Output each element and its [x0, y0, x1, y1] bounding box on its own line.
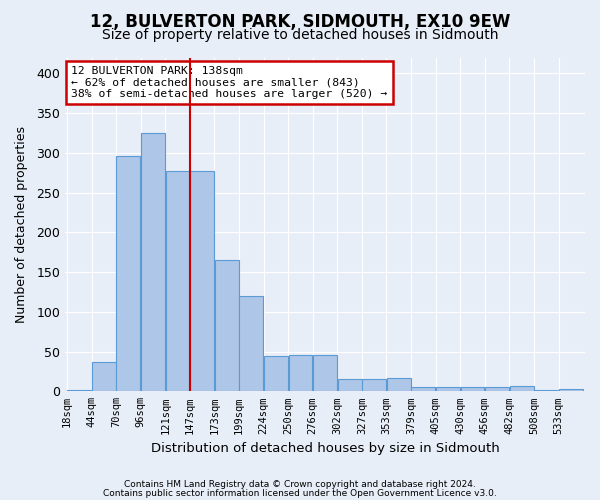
Bar: [338, 380, 362, 392]
Text: Contains public sector information licensed under the Open Government Licence v3: Contains public sector information licen…: [103, 488, 497, 498]
Bar: [510, 386, 533, 392]
Bar: [412, 388, 435, 392]
Text: 12 BULVERTON PARK: 138sqm
← 62% of detached houses are smaller (843)
38% of semi: 12 BULVERTON PARK: 138sqm ← 62% of detac…: [71, 66, 388, 99]
Bar: [559, 389, 583, 392]
Bar: [215, 260, 239, 392]
Bar: [313, 354, 337, 392]
Bar: [239, 296, 263, 392]
Y-axis label: Number of detached properties: Number of detached properties: [15, 126, 28, 323]
Bar: [535, 390, 558, 392]
Text: Size of property relative to detached houses in Sidmouth: Size of property relative to detached ho…: [102, 28, 498, 42]
Bar: [461, 388, 484, 392]
Bar: [362, 378, 386, 392]
Bar: [387, 378, 410, 392]
Bar: [190, 171, 214, 392]
Bar: [485, 388, 509, 392]
Bar: [289, 354, 313, 392]
Bar: [67, 390, 91, 392]
Text: Contains HM Land Registry data © Crown copyright and database right 2024.: Contains HM Land Registry data © Crown c…: [124, 480, 476, 489]
Bar: [166, 171, 190, 392]
Text: 12, BULVERTON PARK, SIDMOUTH, EX10 9EW: 12, BULVERTON PARK, SIDMOUTH, EX10 9EW: [90, 12, 510, 30]
X-axis label: Distribution of detached houses by size in Sidmouth: Distribution of detached houses by size …: [151, 442, 499, 455]
Bar: [116, 156, 140, 392]
Bar: [141, 133, 165, 392]
Bar: [264, 356, 288, 392]
Bar: [92, 362, 116, 392]
Bar: [436, 386, 460, 392]
